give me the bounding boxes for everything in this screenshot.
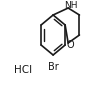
Text: HCl: HCl	[14, 65, 32, 75]
Text: O: O	[66, 40, 74, 50]
Text: Br: Br	[47, 62, 58, 72]
Text: NH: NH	[64, 2, 77, 11]
